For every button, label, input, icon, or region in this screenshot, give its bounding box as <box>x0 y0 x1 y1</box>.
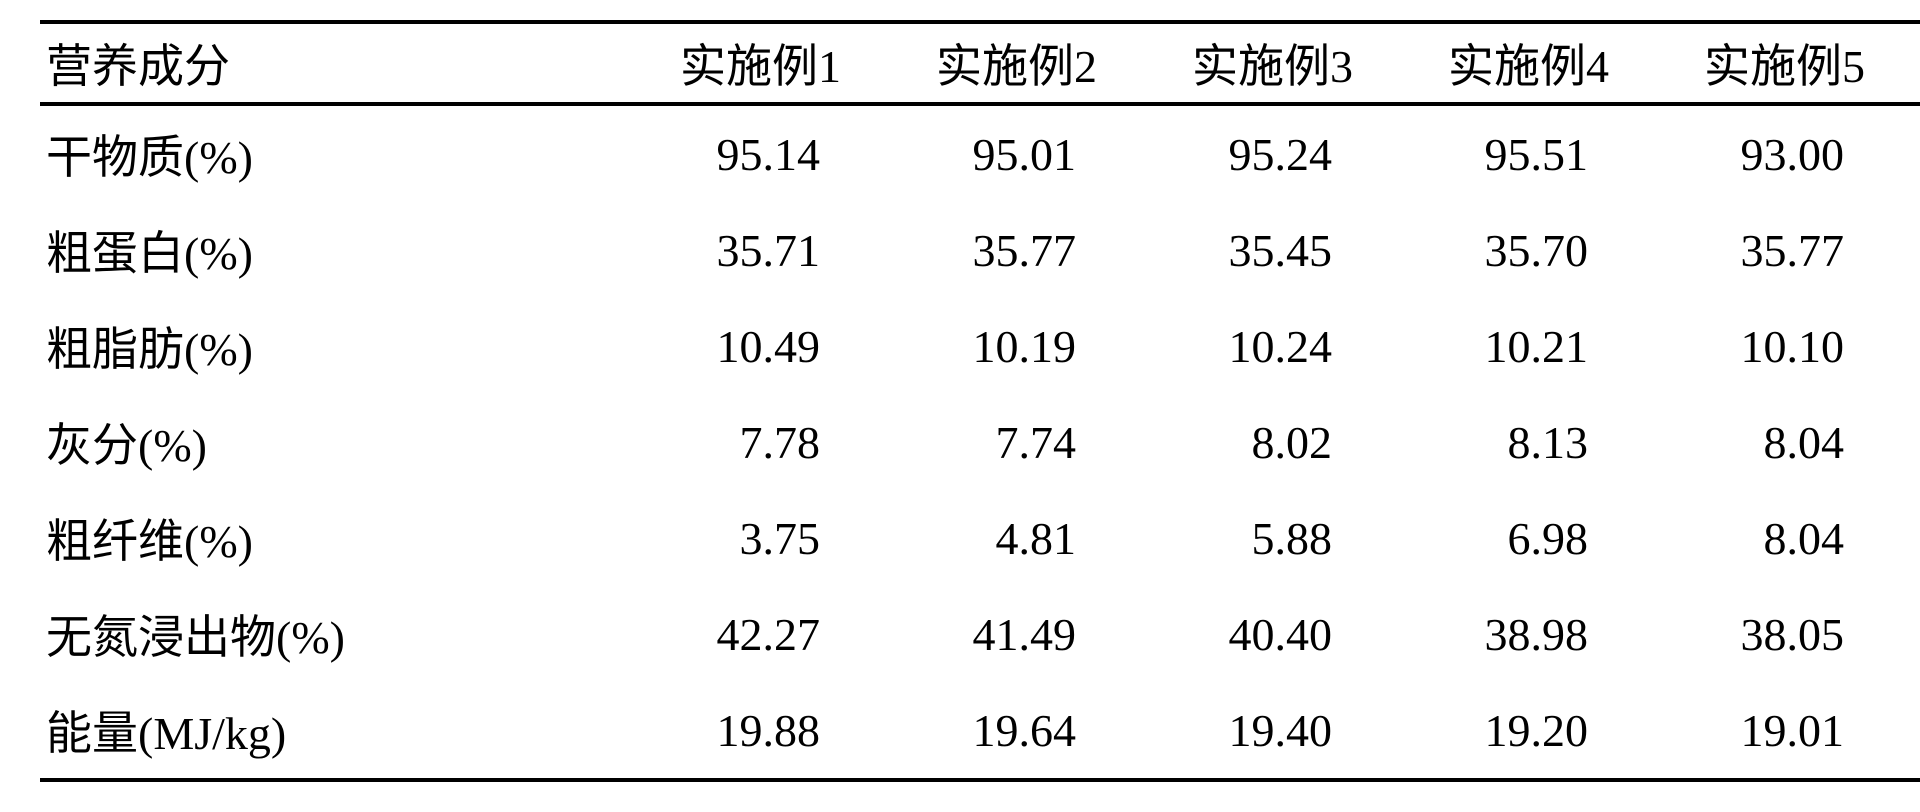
cell-value: 10.49 <box>680 320 820 373</box>
cell-value: 10.21 <box>1448 320 1588 373</box>
col-header-e5: 实施例5 <box>1704 22 1920 104</box>
row-label: 干物质(%) <box>40 104 680 202</box>
cell-value: 95.14 <box>680 128 820 181</box>
cell: 42.27 <box>680 586 936 682</box>
col-header-label-text: 营养成分 <box>46 30 230 96</box>
table-header-row: 营养成分 实施例1 实施例2 实施例3 实施例4 实施例5 <box>40 22 1920 104</box>
cell-value: 40.40 <box>1192 608 1332 661</box>
cell: 10.24 <box>1192 298 1448 394</box>
col-header-e2-text: 实施例2 <box>936 30 1097 96</box>
table-row: 无氮浸出物(%) 42.27 41.49 40.40 38.98 38.05 <box>40 586 1920 682</box>
cell: 6.98 <box>1448 490 1704 586</box>
cell: 8.04 <box>1704 490 1920 586</box>
col-header-e2: 实施例2 <box>936 22 1192 104</box>
row-label: 粗纤维(%) <box>40 490 680 586</box>
table-row: 粗蛋白(%) 35.71 35.77 35.45 35.70 35.77 <box>40 202 1920 298</box>
table-row: 粗脂肪(%) 10.49 10.19 10.24 10.21 10.10 <box>40 298 1920 394</box>
cell: 4.81 <box>936 490 1192 586</box>
cell: 19.01 <box>1704 682 1920 780</box>
cell-value: 5.88 <box>1192 512 1332 565</box>
cell-value: 10.24 <box>1192 320 1332 373</box>
table-row: 干物质(%) 95.14 95.01 95.24 95.51 93.00 <box>40 104 1920 202</box>
row-label: 能量(MJ/kg) <box>40 682 680 780</box>
row-label: 无氮浸出物(%) <box>40 586 680 682</box>
col-header-e4-text: 实施例4 <box>1448 30 1609 96</box>
cell: 10.49 <box>680 298 936 394</box>
cell-value: 35.71 <box>680 224 820 277</box>
cell: 95.01 <box>936 104 1192 202</box>
col-header-label: 营养成分 <box>40 22 680 104</box>
table-row: 粗纤维(%) 3.75 4.81 5.88 6.98 8.04 <box>40 490 1920 586</box>
cell-value: 19.40 <box>1192 704 1332 757</box>
cell: 8.04 <box>1704 394 1920 490</box>
cell: 19.88 <box>680 682 936 780</box>
row-label: 粗脂肪(%) <box>40 298 680 394</box>
cell: 35.77 <box>936 202 1192 298</box>
table-row: 灰分(%) 7.78 7.74 8.02 8.13 8.04 <box>40 394 1920 490</box>
cell: 10.10 <box>1704 298 1920 394</box>
cell: 35.71 <box>680 202 936 298</box>
cell-value: 19.20 <box>1448 704 1588 757</box>
cell: 10.19 <box>936 298 1192 394</box>
cell: 35.45 <box>1192 202 1448 298</box>
cell: 95.24 <box>1192 104 1448 202</box>
cell: 95.51 <box>1448 104 1704 202</box>
cell-value: 93.00 <box>1704 128 1844 181</box>
cell: 19.64 <box>936 682 1192 780</box>
cell-value: 95.24 <box>1192 128 1332 181</box>
cell-value: 10.19 <box>936 320 1076 373</box>
col-header-e3: 实施例3 <box>1192 22 1448 104</box>
cell: 10.21 <box>1448 298 1704 394</box>
table-row: 能量(MJ/kg) 19.88 19.64 19.40 19.20 19.01 <box>40 682 1920 780</box>
cell-value: 41.49 <box>936 608 1076 661</box>
cell: 19.20 <box>1448 682 1704 780</box>
cell-value: 6.98 <box>1448 512 1588 565</box>
col-header-e1-text: 实施例1 <box>680 30 841 96</box>
cell-value: 8.04 <box>1704 416 1844 469</box>
cell-value: 35.70 <box>1448 224 1588 277</box>
cell-value: 4.81 <box>936 512 1076 565</box>
cell-value: 8.13 <box>1448 416 1588 469</box>
cell-value: 8.04 <box>1704 512 1844 565</box>
cell: 95.14 <box>680 104 936 202</box>
col-header-e5-text: 实施例5 <box>1704 30 1865 96</box>
col-header-e4: 实施例4 <box>1448 22 1704 104</box>
cell-value: 38.05 <box>1704 608 1844 661</box>
cell-value: 3.75 <box>680 512 820 565</box>
cell-value: 38.98 <box>1448 608 1588 661</box>
cell: 40.40 <box>1192 586 1448 682</box>
cell: 38.05 <box>1704 586 1920 682</box>
cell: 8.13 <box>1448 394 1704 490</box>
cell-value: 10.10 <box>1704 320 1844 373</box>
cell-value: 8.02 <box>1192 416 1332 469</box>
cell-value: 7.74 <box>936 416 1076 469</box>
cell-value: 19.64 <box>936 704 1076 757</box>
cell-value: 19.01 <box>1704 704 1844 757</box>
cell: 38.98 <box>1448 586 1704 682</box>
cell: 3.75 <box>680 490 936 586</box>
cell: 35.70 <box>1448 202 1704 298</box>
cell: 8.02 <box>1192 394 1448 490</box>
cell-value: 35.45 <box>1192 224 1332 277</box>
cell: 7.74 <box>936 394 1192 490</box>
cell-value: 42.27 <box>680 608 820 661</box>
row-label: 粗蛋白(%) <box>40 202 680 298</box>
cell-value: 95.51 <box>1448 128 1588 181</box>
row-label: 灰分(%) <box>40 394 680 490</box>
cell-value: 7.78 <box>680 416 820 469</box>
cell: 19.40 <box>1192 682 1448 780</box>
cell: 35.77 <box>1704 202 1920 298</box>
nutrition-table: 营养成分 实施例1 实施例2 实施例3 实施例4 实施例5 干物质(%) 95.… <box>40 20 1920 782</box>
nutrition-table-container: 营养成分 实施例1 实施例2 实施例3 实施例4 实施例5 干物质(%) 95.… <box>0 0 1920 802</box>
cell: 41.49 <box>936 586 1192 682</box>
cell: 93.00 <box>1704 104 1920 202</box>
col-header-e1: 实施例1 <box>680 22 936 104</box>
col-header-e3-text: 实施例3 <box>1192 30 1353 96</box>
cell-value: 35.77 <box>1704 224 1844 277</box>
cell-value: 35.77 <box>936 224 1076 277</box>
cell: 7.78 <box>680 394 936 490</box>
cell-value: 19.88 <box>680 704 820 757</box>
cell: 5.88 <box>1192 490 1448 586</box>
cell-value: 95.01 <box>936 128 1076 181</box>
